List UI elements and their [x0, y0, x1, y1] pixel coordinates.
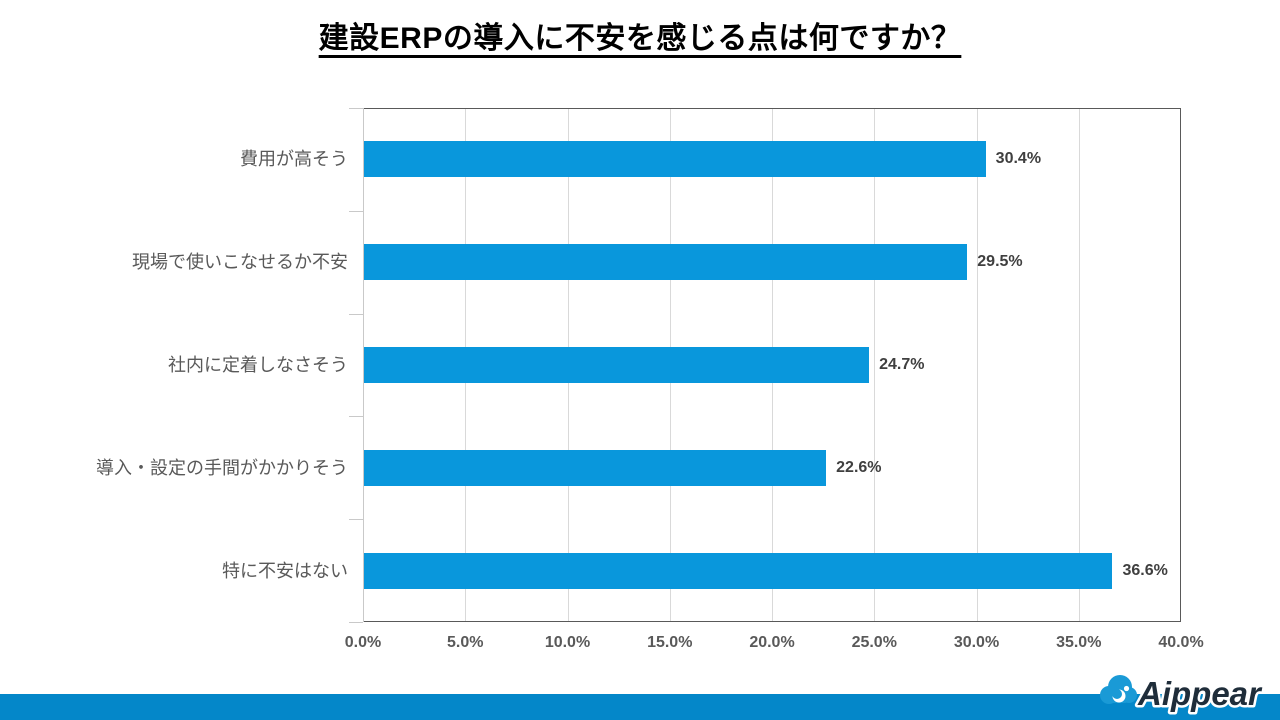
gridline — [1078, 108, 1080, 622]
plot-border — [363, 108, 1181, 622]
bar — [364, 347, 870, 383]
category-label: 導入・設定の手間がかかりそう — [96, 457, 348, 478]
bar — [364, 552, 1113, 589]
gridline — [976, 108, 978, 622]
category-label: 特に不安はない — [222, 560, 348, 581]
brand-logo-svg: Aippear — [1100, 673, 1266, 715]
bar-value-label: 22.6% — [836, 458, 882, 476]
y-axis-tick — [349, 313, 363, 315]
cloud-icon — [1100, 675, 1137, 704]
brand-name: Aippear — [1137, 675, 1263, 712]
x-tick-label: 20.0% — [749, 634, 795, 651]
gridline — [874, 108, 876, 622]
x-tick-label: 15.0% — [647, 634, 693, 651]
chart-title: 建設ERPの導入に不安を感じる点は何ですか？ — [318, 22, 962, 55]
title-wrap: 建設ERPの導入に不安を感じる点は何ですか？ — [0, 13, 1280, 57]
y-axis-tick — [349, 519, 363, 521]
category-label: 費用が高そう — [240, 149, 348, 170]
x-tick-label: 35.0% — [1056, 634, 1102, 651]
bar-value-label: 30.4% — [995, 150, 1042, 168]
category-label: 現場で使いこなせるか不安 — [132, 252, 348, 273]
bar — [364, 141, 986, 178]
brand-logo: Aippear — [1096, 665, 1268, 720]
x-tick-label: 10.0% — [544, 634, 591, 651]
y-axis-tick — [349, 416, 363, 418]
bar-value-label: 24.7% — [879, 356, 925, 373]
footer-bar — [0, 694, 1280, 720]
bar-value-label: 36.6% — [1122, 561, 1168, 579]
y-axis-tick — [349, 108, 363, 109]
y-axis-tick — [349, 210, 363, 212]
bar — [364, 244, 968, 281]
x-tick-label: 40.0% — [1158, 634, 1204, 651]
category-label: 社内に定着しなさそう — [168, 355, 348, 375]
bar — [364, 449, 827, 486]
x-tick-label: 25.0% — [851, 634, 897, 651]
x-tick-label: 5.0% — [447, 634, 484, 651]
bar-value-label: 29.5% — [977, 253, 1023, 271]
x-tick-label: 0.0% — [344, 634, 382, 651]
y-axis-tick — [349, 622, 363, 623]
y-axis-line — [363, 108, 364, 622]
x-tick-label: 30.0% — [953, 634, 1000, 651]
